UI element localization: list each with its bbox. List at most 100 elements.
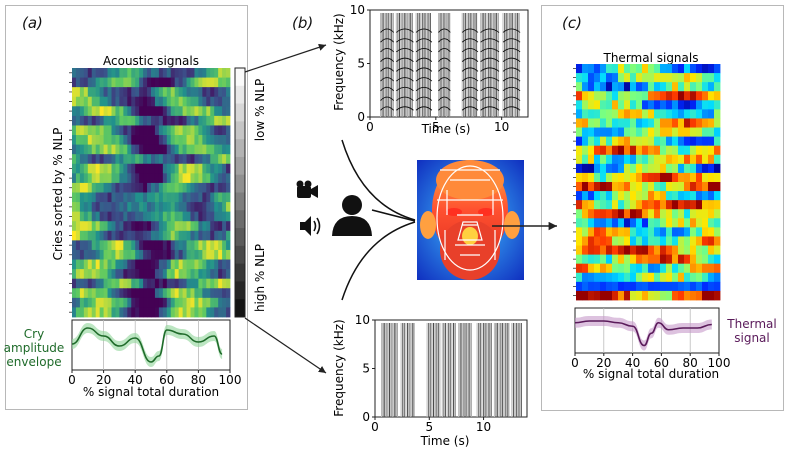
acoustic-heatmap-cell [182,87,187,98]
acoustic-heatmap-cell [99,259,104,270]
thermal-heatmap-cell [654,109,661,119]
acoustic-heatmap-cell [79,182,85,193]
acoustic-heatmap-cell [103,154,108,165]
thermal-heatmap-cell [624,64,631,74]
acoustic-heatmap-cell [166,269,172,280]
acoustic-heatmap-cell [194,182,199,193]
acoustic-heatmap-cell [158,269,164,280]
acoustic-heatmap-cell [79,154,85,165]
spectrogram-harmonic [396,106,414,111]
acoustic-heatmap-cell [131,77,136,88]
thermal-heatmap-cell [618,172,625,183]
acoustic-heatmap-cell [91,115,97,126]
acoustic-heatmap-cell [182,173,187,184]
thermal-heatmap-cell [702,82,709,92]
acoustic-heatmap-cell [194,278,199,289]
thermal-heatmap-cell [702,254,709,265]
acoustic-heatmap-cell [190,269,195,280]
thermal-heatmap-cell [600,209,607,219]
thermal-heatmap-cell [576,136,583,147]
acoustic-heatmap-cell [206,221,211,232]
thermal-heatmap-cell [684,82,691,92]
acoustic-heatmap-cell [143,269,148,280]
acoustic-heatmap-cell [166,278,172,289]
acoustic-heatmap-cell [143,297,148,308]
acoustic-heatmap-cell [99,106,104,117]
acoustic-heatmap-cell [139,249,144,260]
acoustic-heatmap-cell [135,230,140,241]
acoustic-heatmap-cell [99,192,104,203]
acoustic-heatmap-cell [91,96,97,107]
thermal-heatmap-cell [696,191,703,201]
spectrogram-xtick-label: 0 [371,420,379,434]
thermal-heatmap-cell [606,290,613,301]
acoustic-heatmap-cell [115,269,120,280]
acoustic-heatmap-cell [115,144,120,155]
thermal-heatmap-cell [648,263,655,274]
acoustic-heatmap-cell [83,135,89,146]
thermal-heatmap-cell [588,82,595,92]
acoustic-heatmap-cell [127,278,132,289]
spectrogram-harmonic [438,47,451,53]
acoustic-heatmap-cell [83,115,89,126]
acoustic-heatmap-cell [87,77,93,88]
thermal-heatmap-cell [612,281,619,292]
acoustic-heatmap-cell [206,96,211,107]
acoustic-heatmap-cell [115,163,120,174]
thermal-heatmap-cell [654,172,661,183]
acoustic-heatmap-cell [139,192,144,203]
acoustic-heatmap-cell [226,125,231,136]
acoustic-heatmap-cell [178,115,183,126]
thermal-heatmap-cell [678,163,685,174]
thermal-heatmap-cell [630,136,637,147]
thermal-heatmap-cell [708,145,715,156]
acoustic-heatmap-cell [135,154,140,165]
thermal-heatmap-cell [630,163,637,174]
acoustic-heatmap-cell [87,135,93,146]
thermal-heatmap-cell [624,245,631,256]
thermal-heatmap-cell [708,263,715,274]
thermal-heatmap-cell [588,218,595,228]
acoustic-heatmap-cell [103,68,108,78]
spectrogram-ytick-label: 5 [362,362,370,376]
acoustic-heatmap-cell [174,259,180,270]
acoustic-heatmap-cell [135,87,140,98]
thermal-heatmap-cell [708,172,715,183]
acoustic-heatmap-cell [131,115,136,126]
acoustic-heatmap-cell [206,77,211,88]
acoustic-heatmap-cell [123,269,128,280]
acoustic-heatmap-cell [154,96,160,107]
acoustic-heatmap-cell [119,96,124,107]
thermal-heatmap-cell [612,191,619,201]
thermal-heatmap-cell [702,145,709,156]
acoustic-heatmap-cell [151,221,156,232]
thermal-heatmap-cell [672,91,679,101]
thermal-heatmap-cell [684,91,691,101]
acoustic-heatmap-cell [194,249,199,260]
acoustic-heatmap-cell [202,68,207,78]
thermal-heatmap-cell [672,200,679,210]
acoustic-heatmap-cell [107,144,112,155]
thermal-heatmap-cell [594,73,601,83]
thermal-heatmap-cell [624,281,631,292]
thermal-heatmap-cell [672,163,679,174]
acoustic-heatmap-cell [111,202,116,213]
acoustic-heatmap-cell [190,240,195,251]
thermal-heatmap-cell [696,73,703,83]
thermal-heatmap-cell [600,227,607,237]
acoustic-heatmap-cell [139,221,144,232]
thermal-heatmap-cell [648,145,655,156]
thermal-heatmap-cell [696,163,703,174]
thermal-heatmap-cell [714,82,721,92]
acoustic-heatmap-cell [174,125,180,136]
acoustic-heatmap-cell [198,202,203,213]
acoustic-heatmap-cell [170,259,176,270]
acoustic-heatmap-cell [91,106,97,117]
acoustic-heatmap-cell [194,269,199,280]
thermal-heatmap-cell [678,64,685,74]
acoustic-heatmap-title: Acoustic signals [103,54,199,68]
acoustic-heatmap-cell [222,269,227,280]
acoustic-heatmap-cell [158,288,164,299]
thermal-heatmap-cell [654,236,661,246]
thermal-heatmap-cell [630,290,637,301]
